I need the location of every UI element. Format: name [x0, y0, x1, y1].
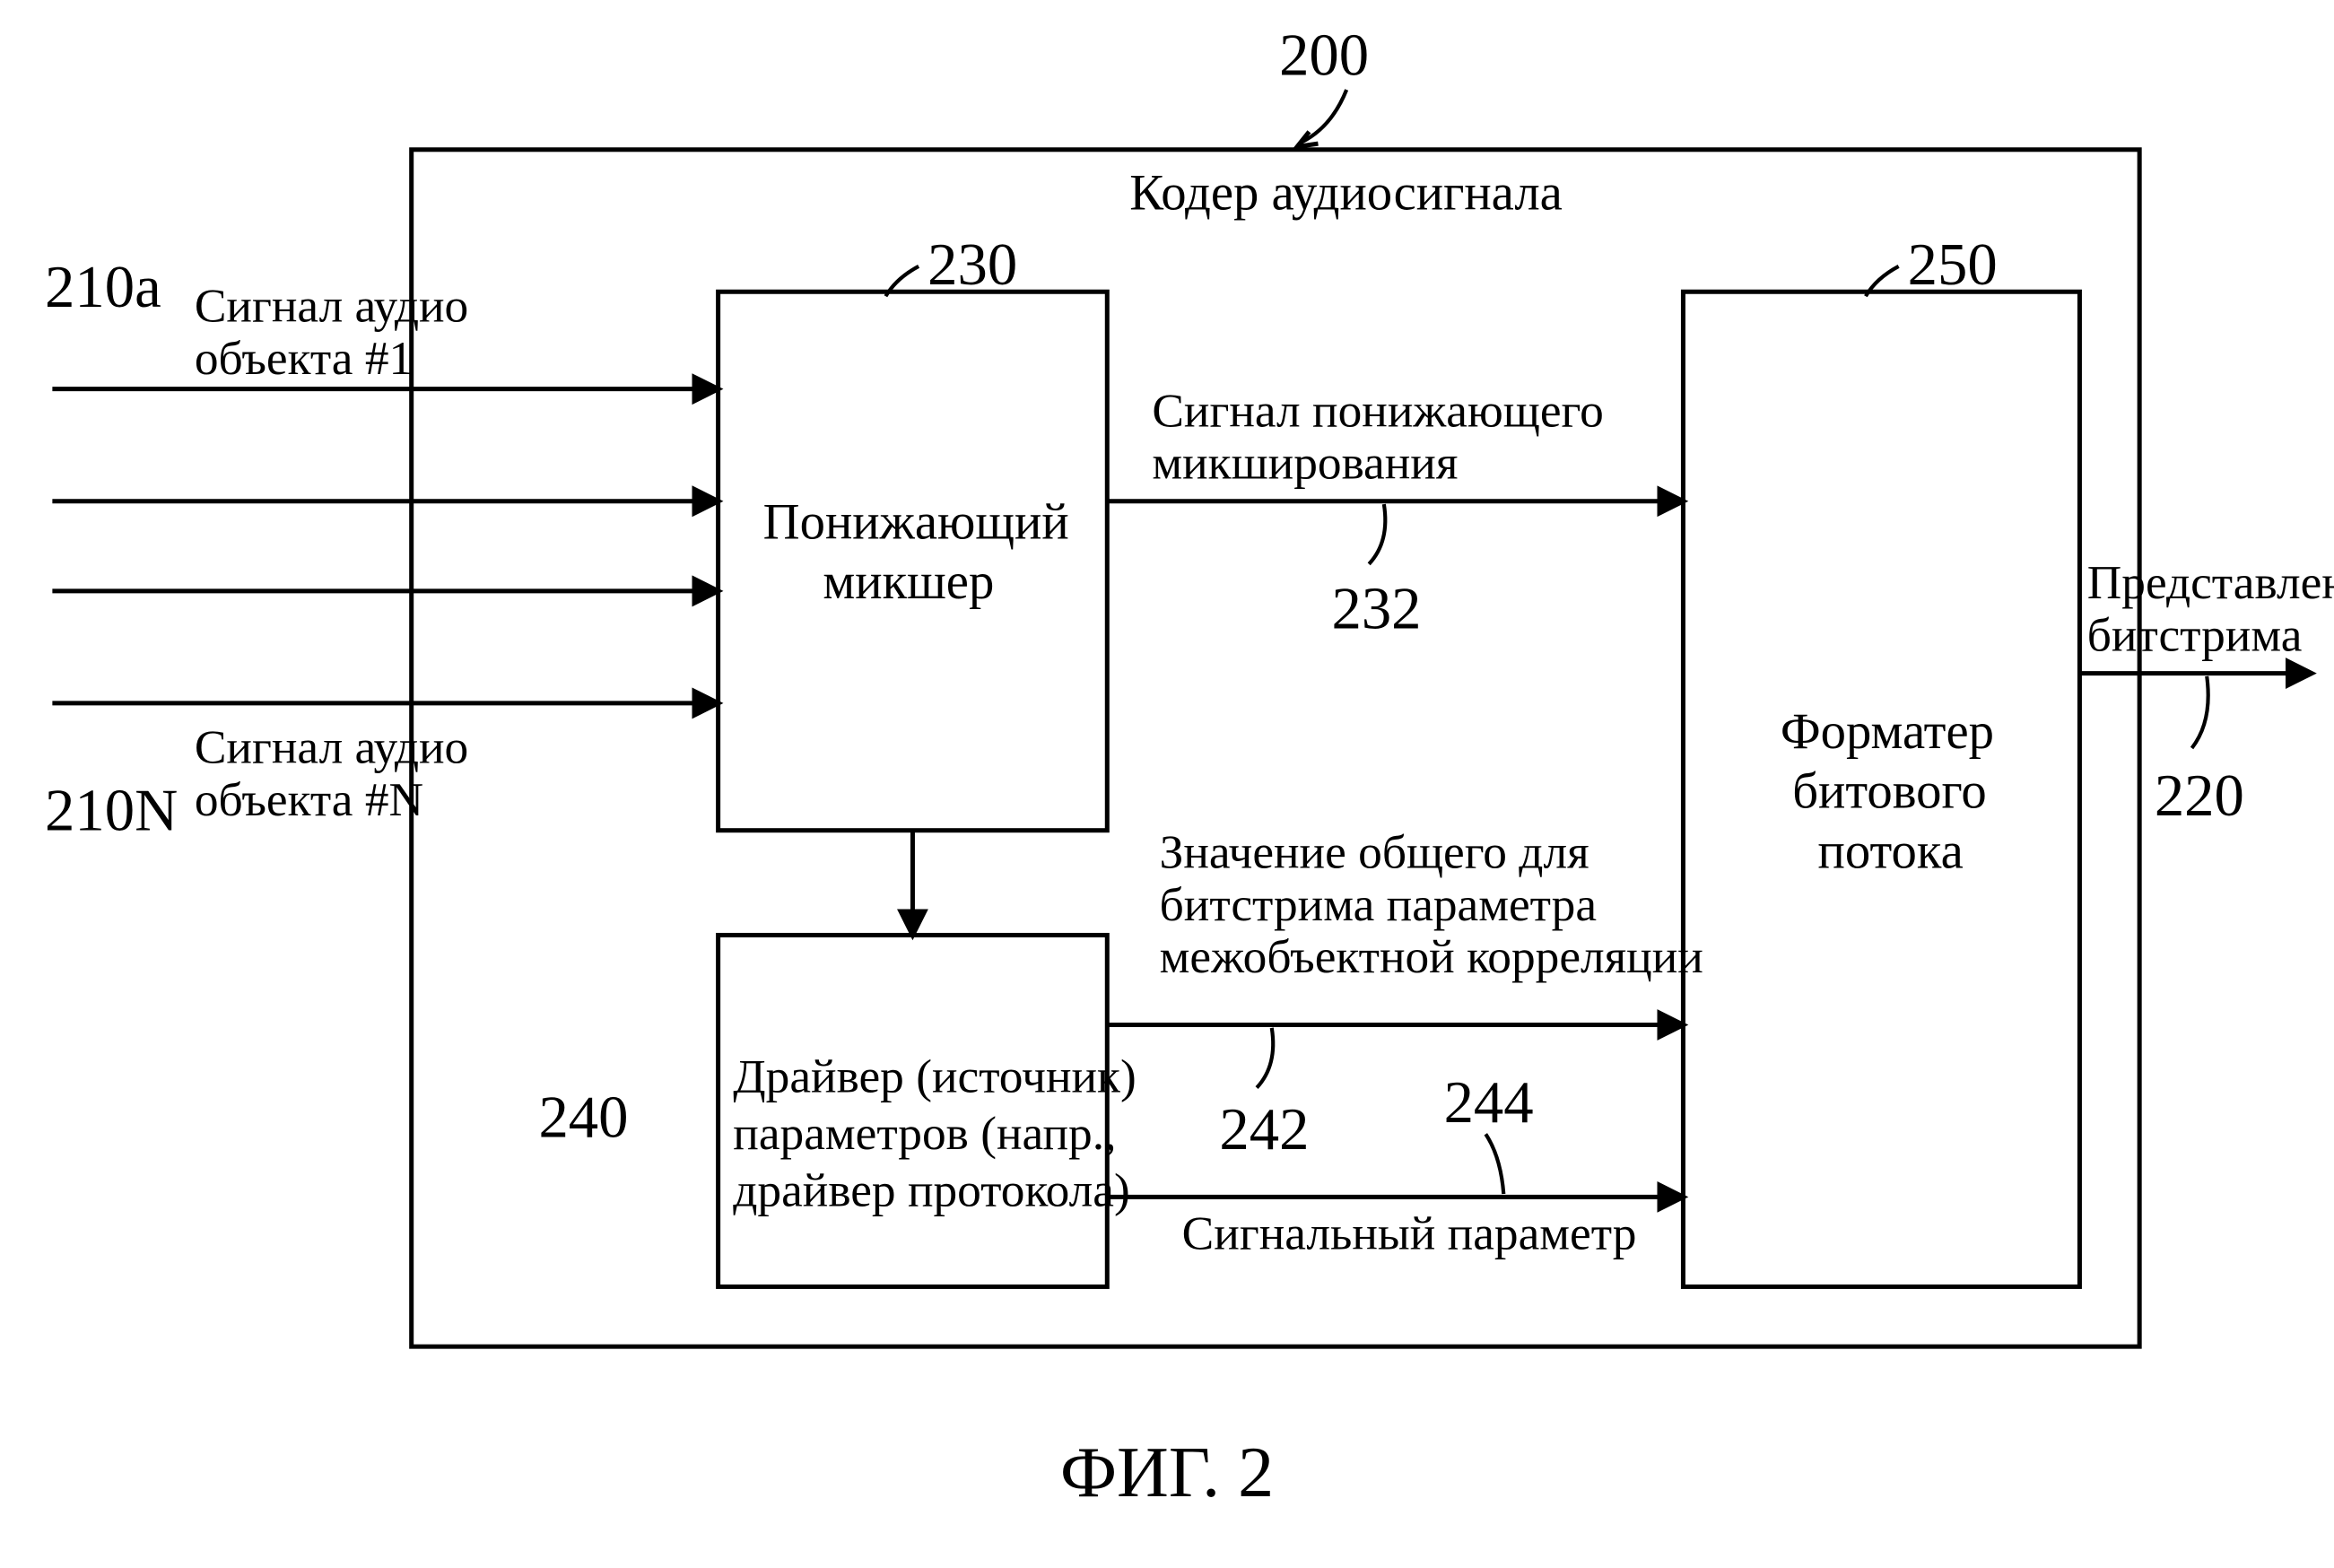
input-top-label-1: Сигнал аудио [195, 279, 468, 333]
diagram-svg: 200 Кодер аудиосигнала 210a Сигнал аудио… [0, 0, 2334, 1564]
output-label-2: битстрима [2087, 608, 2303, 662]
formatter-label-3: потока [1818, 823, 1964, 879]
input-bottom-label-2: объекта #N [195, 772, 423, 826]
driver-ref: 240 [538, 1085, 628, 1151]
output-ref-pointer [2192, 676, 2208, 748]
output-label-1: Представление [2087, 555, 2334, 609]
figure-caption: ФИГ. 2 [1060, 1433, 1274, 1512]
correlation-label-2: битстрима параметра [1160, 877, 1597, 931]
input-bottom-ref: 210N [45, 779, 178, 844]
formatter-label-2: битового [1792, 763, 1987, 820]
driver-label-2: параметров (напр., [733, 1106, 1116, 1160]
downmix-label-1: Сигнал понижающего [1152, 383, 1603, 437]
input-top-label-2: объекта #1 [195, 331, 413, 385]
mixer-ref: 230 [928, 232, 1017, 298]
downmix-ref-pointer [1369, 504, 1385, 564]
diagram-number: 200 [1279, 22, 1369, 88]
input-top-ref: 210a [45, 255, 161, 320]
formatter-label-1: Форматер [1781, 703, 1994, 760]
driver-label-1: Драйвер (источник) [733, 1050, 1136, 1103]
formatter-ref: 250 [1908, 232, 1998, 298]
signal-param-ref-pointer [1485, 1134, 1503, 1194]
correlation-label-3: межобъектной корреляции [1160, 929, 1703, 983]
signal-param-label: Сигнальный параметр [1182, 1206, 1637, 1260]
downmix-label-2: микширования [1152, 436, 1458, 490]
output-ref: 220 [2155, 763, 2244, 829]
driver-label-3: драйвер протокола) [733, 1163, 1129, 1216]
correlation-ref-pointer [1257, 1028, 1273, 1088]
signal-param-ref: 244 [1444, 1070, 1534, 1136]
mixer-label-1: Понижающий [763, 493, 1069, 550]
correlation-label-1: Значение общего для [1160, 824, 1589, 878]
mixer-label-2: микшер [823, 553, 994, 610]
correlation-ref: 242 [1219, 1097, 1309, 1163]
downmix-ref: 232 [1331, 577, 1421, 642]
encoder-block-label: Кодер аудиосигнала [1129, 165, 1563, 222]
input-bottom-label-1: Сигнал аудио [195, 720, 468, 774]
